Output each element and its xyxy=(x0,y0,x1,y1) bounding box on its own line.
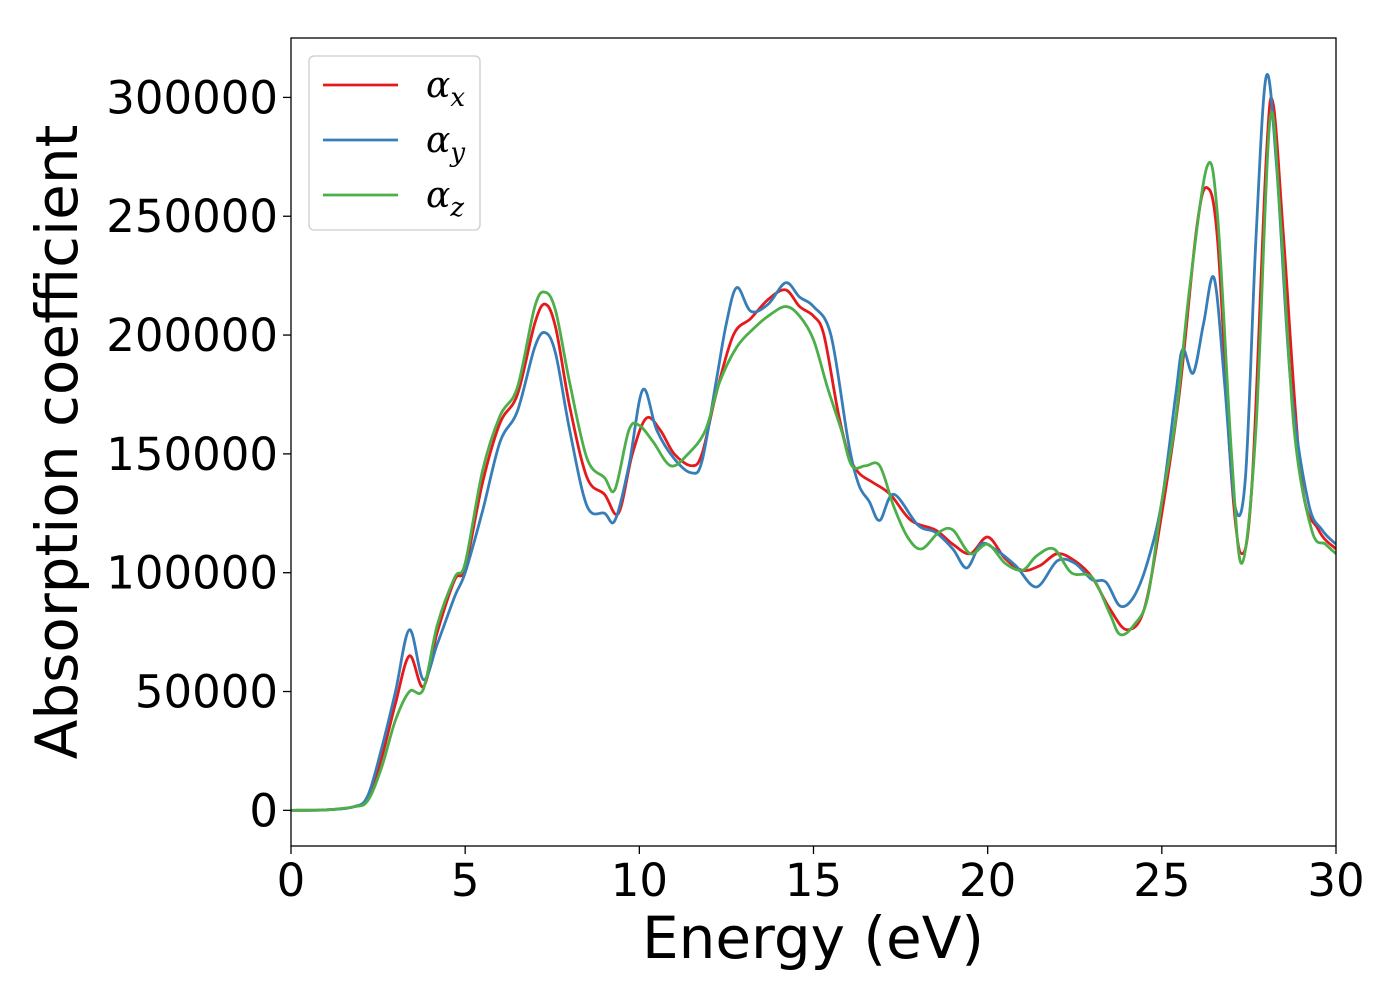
series-layer xyxy=(291,72,1336,812)
x-axis-label: Energy (eV) xyxy=(642,904,984,972)
legend-label-z: αz xyxy=(426,175,464,223)
y-tick-label: 200000 xyxy=(106,309,278,362)
x-tick-label: 5 xyxy=(451,854,480,907)
y-tick-label: 100000 xyxy=(106,547,278,600)
y-tick-label: 300000 xyxy=(106,71,278,124)
legend-label-y: αy xyxy=(426,120,465,168)
y-axis-label: Absorption coefficient xyxy=(23,125,91,760)
series-line-y xyxy=(291,72,1336,812)
legend-frame xyxy=(308,55,481,231)
x-tick-label: 15 xyxy=(785,854,842,907)
x-tick-label: 25 xyxy=(1133,854,1190,907)
y-axis-ticks: 0 50000 100000 150000 200000 250000 300000 xyxy=(106,71,291,837)
legend: αx αy αz xyxy=(308,55,481,231)
legend-items: αx αy αz xyxy=(323,65,465,223)
y-tick-label: 0 xyxy=(249,784,278,837)
series-line-z xyxy=(291,110,1336,812)
x-tick-label: 20 xyxy=(959,854,1016,907)
x-axis-ticks: 0 5 10 15 20 25 30 xyxy=(277,846,1365,907)
legend-label-x: αx xyxy=(426,65,465,113)
x-tick-label: 30 xyxy=(1307,854,1364,907)
x-tick-label: 0 xyxy=(277,854,306,907)
y-tick-label: 150000 xyxy=(106,428,278,481)
x-tick-label: 10 xyxy=(611,854,668,907)
y-tick-label: 250000 xyxy=(106,190,278,243)
y-tick-label: 50000 xyxy=(135,666,278,719)
